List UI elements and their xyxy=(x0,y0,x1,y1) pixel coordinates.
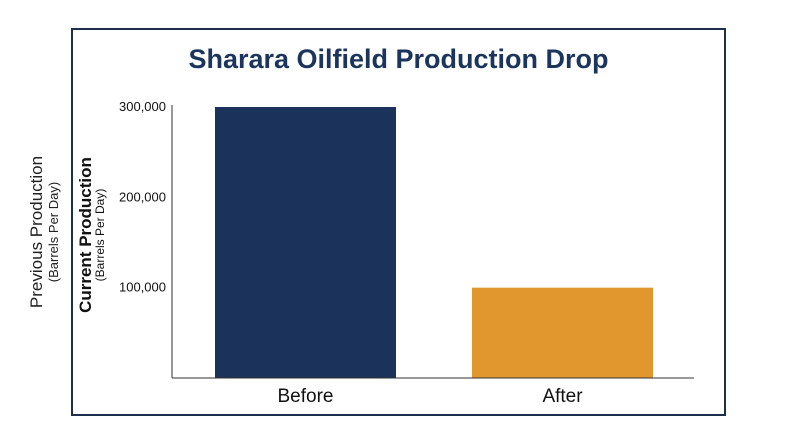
y-tick-label: 200,000 xyxy=(119,189,166,204)
y-tick-label: 300,000 xyxy=(119,99,166,114)
outer-y-axis-title: Previous Production xyxy=(27,155,46,309)
chart-title: Sharara Oilfield Production Drop xyxy=(188,44,609,74)
outer-y-axis-unit: (Barrels Per Day) xyxy=(46,181,61,283)
x-tick-label-after: After xyxy=(542,386,583,407)
bar-chart: Before After 100,000 200,000 300,000 xyxy=(119,99,694,407)
y-tick-label: 100,000 xyxy=(119,280,166,295)
x-tick-label-before: Before xyxy=(278,386,334,407)
outer-y-axis-label: Previous Production (Barrels Per Day) xyxy=(27,156,61,308)
bar-after xyxy=(472,287,653,378)
chart-frame: Sharara Oilfield Production Drop Current… xyxy=(71,28,726,416)
bar-before xyxy=(215,107,396,378)
